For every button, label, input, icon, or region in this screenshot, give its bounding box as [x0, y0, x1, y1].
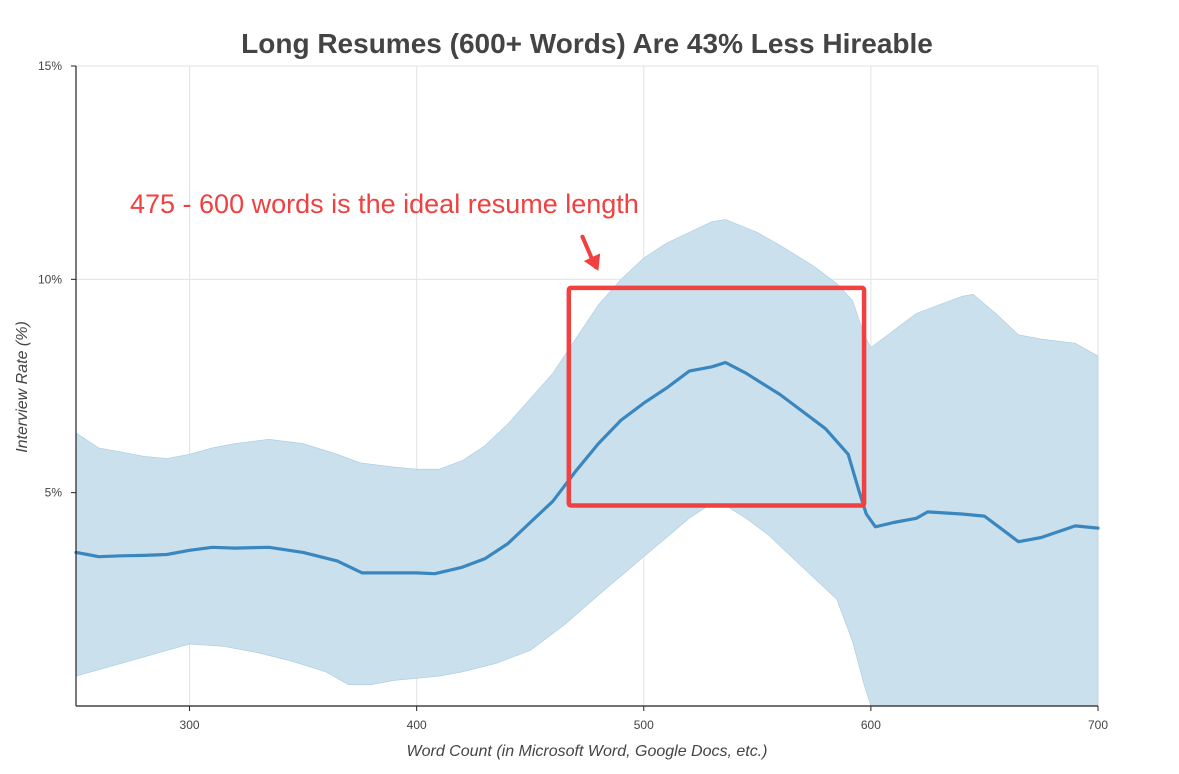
x-tick-label: 600 — [861, 718, 881, 732]
y-axis-title: Interview Rate (%) — [14, 321, 31, 453]
y-tick-label: 5% — [45, 486, 63, 500]
y-tick-label: 15% — [38, 59, 62, 73]
annotation-label: 475 - 600 words is the ideal resume leng… — [130, 189, 639, 219]
x-tick-label: 500 — [634, 718, 654, 732]
axes: 300 400 500 600 700 5% 10% 15% — [38, 59, 1108, 732]
annotation: 475 - 600 words is the ideal resume leng… — [130, 189, 867, 508]
ideal-range-box — [566, 285, 867, 508]
series-line — [74, 360, 1100, 576]
chart-title: Long Resumes (600+ Words) Are 43% Less H… — [241, 28, 933, 59]
confidence-band-area — [75, 219, 1099, 707]
x-tick-label: 300 — [180, 718, 200, 732]
confidence-band — [75, 219, 1099, 707]
annotation-arrowhead — [583, 253, 601, 271]
x-tick-label: 700 — [1088, 718, 1108, 732]
x-axis-title: Word Count (in Microsoft Word, Google Do… — [407, 743, 768, 760]
y-tick-label: 10% — [38, 272, 62, 286]
interview-rate-series — [74, 360, 1100, 576]
x-tick-label: 400 — [407, 718, 427, 732]
